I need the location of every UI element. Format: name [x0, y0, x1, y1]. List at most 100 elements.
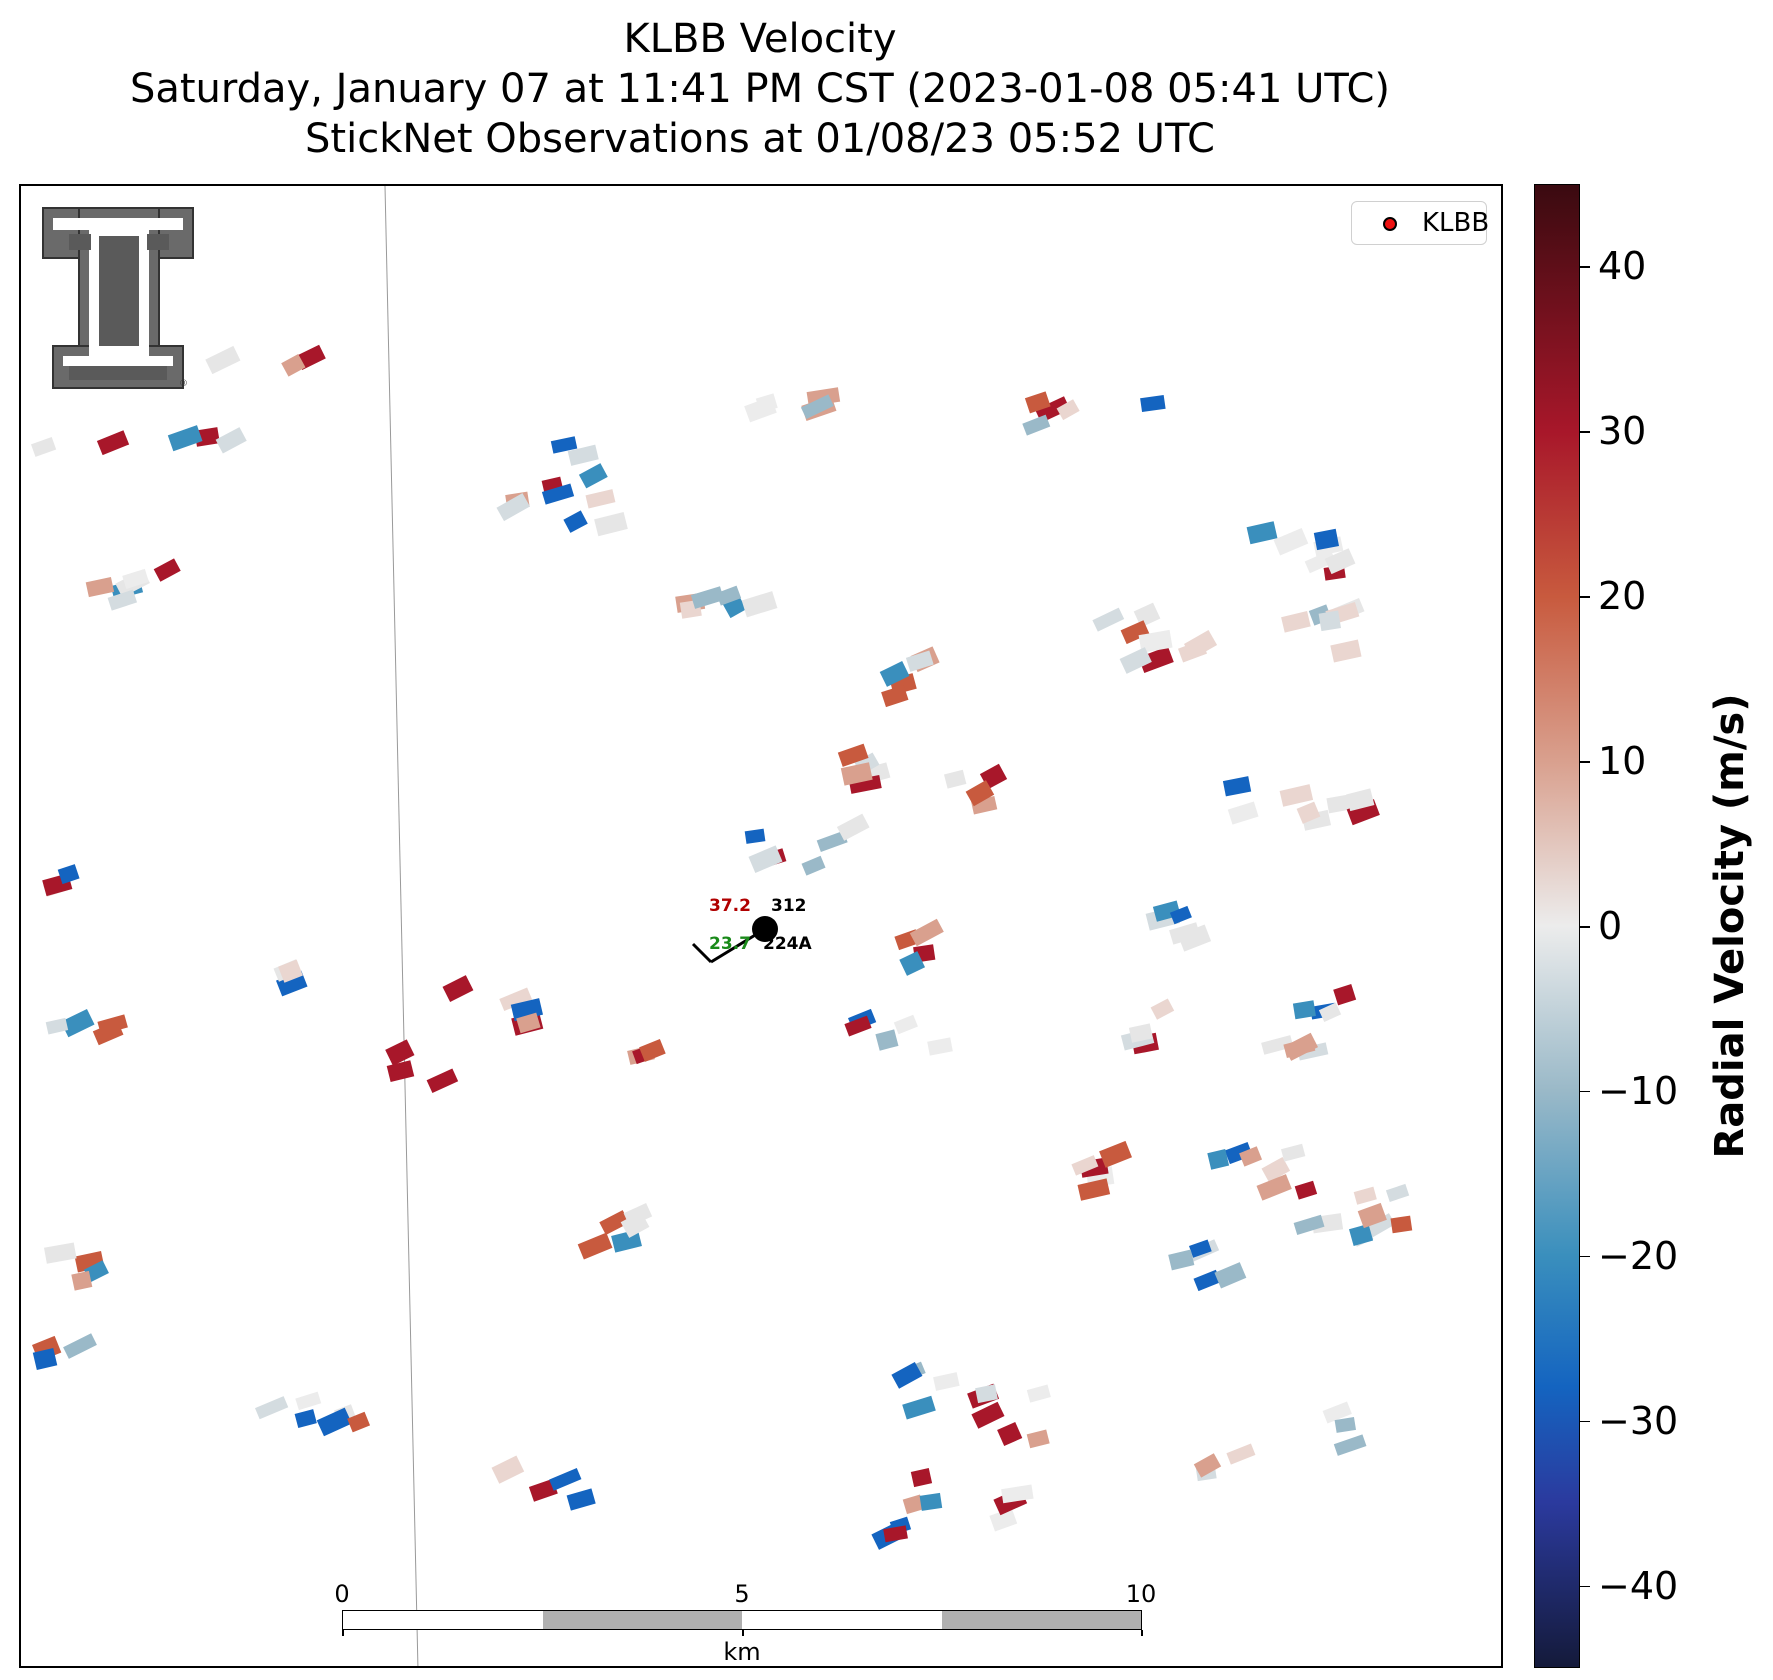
scale-label-0: 0 — [334, 1580, 350, 1608]
colorbar-tick-label: 40 — [1598, 244, 1647, 289]
velocity-gate — [85, 576, 115, 598]
velocity-gate — [1150, 998, 1175, 1020]
velocity-gate — [528, 1478, 558, 1502]
velocity-gate — [491, 1455, 525, 1484]
velocity-gate — [585, 489, 616, 509]
svg-text:®: ® — [179, 379, 188, 389]
velocity-gate — [1349, 1223, 1374, 1246]
velocity-gate — [623, 1203, 653, 1227]
velocity-gate — [43, 1242, 77, 1264]
velocity-gate — [1304, 550, 1336, 574]
velocity-gate — [63, 1333, 97, 1359]
chart-title: KLBB Velocity — [623, 16, 897, 62]
velocity-gate — [840, 762, 873, 786]
velocity-gate — [122, 568, 149, 589]
velocity-gate — [975, 1384, 998, 1404]
chart-subtitle-time: Saturday, January 07 at 11:41 PM CST (20… — [129, 66, 1391, 112]
radar-site-icon — [1383, 217, 1397, 231]
velocity-gate — [577, 1232, 613, 1260]
velocity-gate — [971, 1401, 1005, 1429]
velocity-gate — [316, 1407, 352, 1437]
velocity-gate — [879, 661, 910, 687]
texas-tech-logo-icon: ® — [42, 207, 194, 389]
velocity-gate — [744, 828, 766, 844]
velocity-gate — [516, 1012, 541, 1034]
velocity-gate — [909, 918, 944, 947]
velocity-gate — [281, 353, 306, 377]
colorbar-tick-label: 0 — [1598, 904, 1623, 948]
velocity-gate — [1281, 611, 1311, 633]
radar-map[interactable]: ® KLBB 37.2 312 23.7 224A — [19, 184, 1503, 1668]
velocity-gate — [153, 558, 181, 582]
velocity-gate — [1133, 602, 1161, 628]
colorbar-tick — [1580, 431, 1590, 433]
station-plot — [691, 916, 778, 964]
velocity-gate — [800, 394, 834, 420]
velocity-gate — [1140, 394, 1166, 413]
velocity-gate — [1333, 984, 1357, 1006]
velocity-gate — [881, 684, 909, 708]
velocity-gate — [891, 1361, 923, 1389]
velocity-gate — [167, 425, 203, 452]
station-dewpoint: 23.7 — [709, 934, 751, 954]
velocity-gate — [386, 1060, 415, 1083]
colorbar-tick — [1580, 1585, 1590, 1588]
velocity-gate — [1294, 1180, 1318, 1200]
velocity-gate — [1193, 1269, 1221, 1292]
velocity-gate — [844, 1015, 872, 1037]
colorbar-tick — [1580, 926, 1590, 928]
colorbar-tick — [1580, 596, 1590, 598]
velocity-gate — [60, 1008, 95, 1038]
velocity-gate — [550, 436, 578, 454]
velocity-gate — [45, 1017, 69, 1035]
velocity-gate — [194, 427, 220, 447]
velocity-gate — [578, 463, 608, 489]
velocity-gate — [1318, 610, 1341, 632]
velocity-gate — [1334, 1417, 1357, 1433]
velocity-gate — [1071, 1155, 1099, 1176]
station-id: 224A — [763, 934, 812, 954]
velocity-gate — [1293, 1214, 1325, 1235]
velocity-gate — [1226, 1443, 1256, 1465]
velocity-gate — [875, 1029, 899, 1051]
velocity-gate — [1365, 1213, 1396, 1238]
colorbar-tick-label: −20 — [1598, 1233, 1679, 1278]
velocity-gate — [933, 1372, 960, 1391]
velocity-gate — [1092, 607, 1125, 632]
velocity-gate — [1261, 1035, 1294, 1055]
colorbar-title: Radial Velocity (m/s) — [1707, 693, 1753, 1159]
velocity-gate — [496, 493, 530, 522]
velocity-gate — [1239, 1146, 1263, 1167]
velocity-gate — [442, 975, 474, 1002]
velocity-gate — [1279, 784, 1314, 807]
velocity-gate — [1193, 1453, 1222, 1478]
county-boundary-line — [384, 186, 419, 1666]
station-temperature: 37.2 — [709, 896, 751, 916]
velocity-gate — [1330, 639, 1362, 663]
velocity-gate — [594, 511, 628, 537]
velocity-gate — [989, 1507, 1018, 1532]
velocity-gate — [690, 586, 725, 609]
velocity-gate — [499, 987, 533, 1012]
velocity-gate — [1001, 1484, 1034, 1504]
scale-unit: km — [723, 1638, 761, 1666]
velocity-gate — [276, 970, 308, 997]
colorbar-tick — [1580, 266, 1590, 268]
velocity-gate — [549, 1468, 582, 1491]
velocity-gate — [1077, 1178, 1111, 1201]
scale-label-5: 5 — [734, 1580, 750, 1608]
legend-label: KLBB — [1422, 208, 1490, 238]
velocity-gate — [1178, 639, 1208, 663]
velocity-gate — [927, 1037, 953, 1056]
velocity-gate — [899, 951, 926, 976]
wind-barb-flag — [691, 942, 713, 964]
velocity-gate — [883, 1525, 908, 1543]
velocity-gate — [1283, 1032, 1319, 1061]
velocity-gate — [1297, 1042, 1329, 1061]
velocity-gate — [97, 1014, 128, 1035]
velocity-gate — [71, 1270, 93, 1291]
velocity-gate — [639, 1039, 666, 1062]
colorbar-tick-label: 10 — [1598, 739, 1647, 784]
velocity-gate — [997, 1421, 1023, 1446]
colorbar — [1534, 184, 1580, 1668]
